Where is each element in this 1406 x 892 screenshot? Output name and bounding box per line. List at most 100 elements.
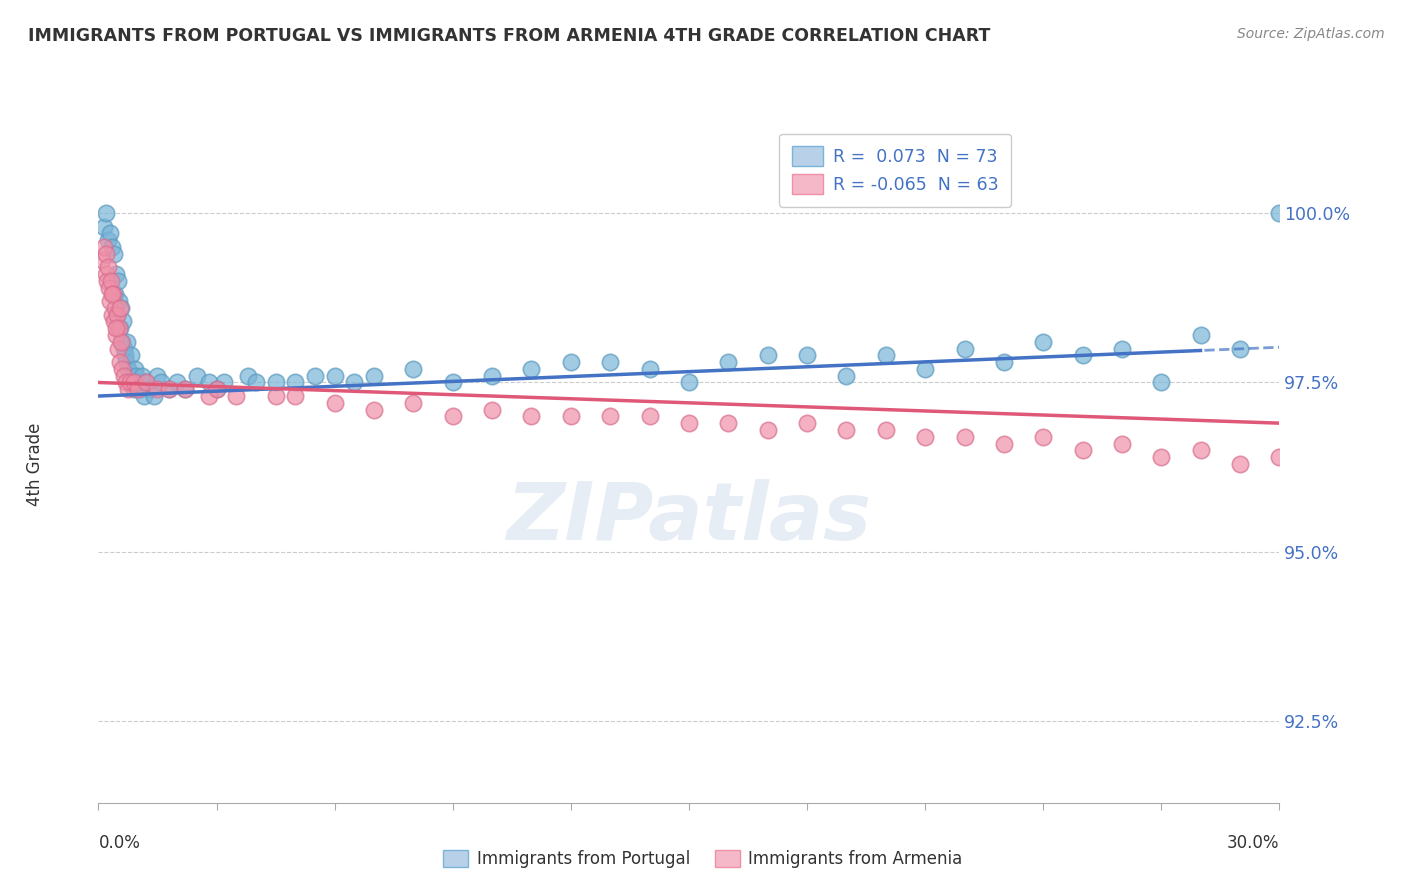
Point [993, 436, 1015, 450]
Point [1071, 348, 1094, 362]
Point [132, 389, 155, 403]
Point [1268, 450, 1291, 464]
Point [323, 368, 346, 383]
Point [115, 355, 138, 369]
Point [96, 274, 118, 288]
Point [101, 308, 124, 322]
Point [127, 382, 149, 396]
Point [150, 376, 173, 390]
Point [678, 416, 700, 430]
Point [157, 382, 180, 396]
Point [560, 355, 582, 369]
Point [284, 389, 307, 403]
Point [108, 321, 131, 335]
Point [105, 308, 128, 322]
Point [105, 267, 128, 281]
Point [118, 368, 141, 383]
Point [1150, 376, 1173, 390]
Point [363, 368, 385, 383]
Point [264, 376, 287, 390]
Point [111, 334, 134, 349]
Point [97, 233, 120, 247]
Point [125, 368, 148, 383]
Point [1111, 342, 1133, 356]
Legend: Immigrants from Portugal, Immigrants from Armenia: Immigrants from Portugal, Immigrants fro… [437, 843, 969, 875]
Point [131, 368, 153, 383]
Text: 4th Grade: 4th Grade [27, 422, 44, 506]
Point [343, 376, 366, 390]
Point [796, 416, 818, 430]
Point [1150, 450, 1173, 464]
Point [953, 342, 976, 356]
Point [402, 396, 425, 410]
Point [110, 334, 132, 349]
Point [1229, 457, 1251, 471]
Point [105, 321, 128, 335]
Point [111, 362, 134, 376]
Point [107, 342, 129, 356]
Point [796, 348, 818, 362]
Point [225, 389, 247, 403]
Point [103, 314, 125, 328]
Point [186, 368, 208, 383]
Point [264, 389, 287, 403]
Text: IMMIGRANTS FROM PORTUGAL VS IMMIGRANTS FROM ARMENIA 4TH GRADE CORRELATION CHART: IMMIGRANTS FROM PORTUGAL VS IMMIGRANTS F… [28, 27, 990, 45]
Text: Source: ZipAtlas.com: Source: ZipAtlas.com [1237, 27, 1385, 41]
Point [717, 355, 740, 369]
Point [115, 376, 138, 390]
Point [146, 382, 169, 396]
Point [117, 382, 139, 396]
Point [205, 382, 228, 396]
Point [1071, 443, 1094, 458]
Point [112, 342, 135, 356]
Point [599, 355, 621, 369]
Point [599, 409, 621, 424]
Point [104, 301, 127, 315]
Point [146, 368, 169, 383]
Point [638, 409, 661, 424]
Point [875, 348, 897, 362]
Point [245, 376, 267, 390]
Point [953, 430, 976, 444]
Point [236, 368, 259, 383]
Point [103, 287, 125, 301]
Point [1268, 206, 1291, 220]
Point [93, 240, 115, 254]
Point [97, 260, 120, 275]
Point [214, 376, 236, 390]
Point [205, 382, 228, 396]
Point [481, 402, 503, 417]
Point [138, 382, 160, 396]
Point [678, 376, 700, 390]
Point [98, 294, 121, 309]
Point [115, 334, 138, 349]
Point [91, 253, 114, 268]
Point [174, 382, 197, 396]
Point [914, 362, 936, 376]
Point [98, 280, 121, 294]
Point [96, 246, 118, 260]
Point [520, 409, 543, 424]
Point [174, 382, 197, 396]
Point [135, 376, 157, 390]
Point [108, 321, 131, 335]
Point [112, 368, 135, 383]
Point [166, 376, 188, 390]
Point [105, 328, 128, 343]
Legend: R =  0.073  N = 73, R = -0.065  N = 63: R = 0.073 N = 73, R = -0.065 N = 63 [779, 134, 1011, 207]
Point [117, 362, 139, 376]
Point [914, 430, 936, 444]
Point [110, 301, 132, 315]
Point [96, 206, 118, 220]
Point [756, 348, 779, 362]
Point [441, 409, 464, 424]
Point [135, 376, 157, 390]
Point [142, 389, 165, 403]
Point [108, 301, 131, 315]
Point [363, 402, 385, 417]
Point [121, 376, 143, 390]
Point [717, 416, 740, 430]
Point [103, 246, 125, 260]
Point [118, 376, 141, 390]
Point [402, 362, 425, 376]
